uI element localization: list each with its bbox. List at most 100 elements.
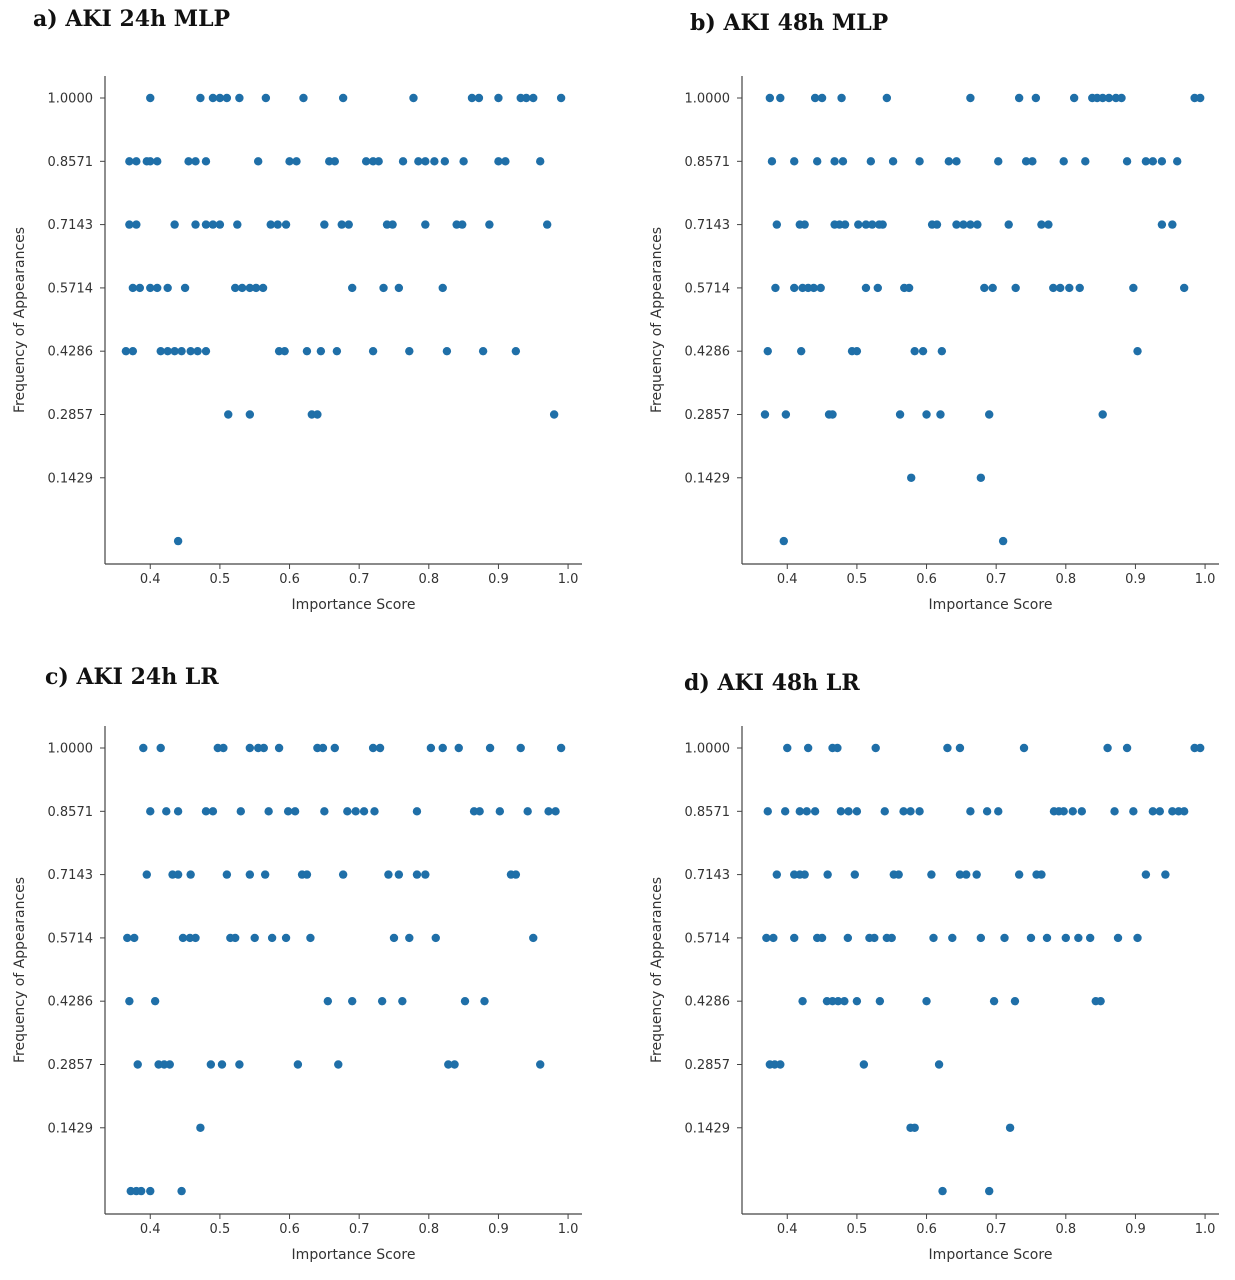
- data-point: [1081, 157, 1090, 166]
- data-point: [866, 157, 876, 166]
- y-tick-label: 1.0000: [48, 742, 94, 757]
- data-point: [177, 346, 186, 356]
- data-point: [132, 157, 141, 166]
- data-point: [998, 536, 1008, 546]
- data-point: [1074, 933, 1083, 943]
- data-point: [259, 743, 268, 753]
- data-point: [1113, 933, 1123, 943]
- data-point: [494, 93, 503, 103]
- data-point: [245, 283, 255, 293]
- data-point: [803, 743, 813, 753]
- data-point: [208, 220, 218, 229]
- data-point: [894, 870, 903, 879]
- y-tick-label: 0.5714: [48, 931, 94, 946]
- y-tick-label: 0.8571: [685, 155, 731, 170]
- data-point: [306, 933, 315, 943]
- y-axis-label: Frequency of Appearances: [649, 227, 665, 413]
- data-point: [556, 743, 566, 753]
- data-point: [330, 743, 339, 753]
- data-point: [985, 410, 994, 419]
- data-point: [962, 870, 971, 879]
- data-point: [772, 870, 782, 879]
- data-point: [191, 157, 200, 166]
- data-point: [1141, 870, 1151, 879]
- data-point: [910, 346, 919, 356]
- data-point: [988, 283, 997, 293]
- data-point: [201, 807, 211, 816]
- x-tick-label: 0.6: [916, 1222, 937, 1237]
- data-point: [398, 157, 408, 166]
- data-point: [217, 1060, 227, 1069]
- data-point: [438, 283, 447, 293]
- x-tick-label: 0.6: [279, 1222, 300, 1237]
- data-point: [222, 870, 232, 879]
- data-point: [915, 807, 924, 816]
- x-tick-label: 0.4: [140, 572, 161, 587]
- data-point: [536, 1060, 545, 1069]
- data-point: [830, 157, 839, 166]
- data-point: [146, 283, 155, 293]
- y-tick-label: 0.1429: [48, 1121, 94, 1136]
- data-point: [177, 1186, 186, 1196]
- data-point: [817, 93, 827, 103]
- data-point: [882, 93, 892, 103]
- data-point: [523, 807, 532, 816]
- data-point: [459, 157, 468, 166]
- data-point: [1103, 743, 1112, 753]
- data-point: [245, 743, 255, 753]
- data-point: [810, 807, 820, 816]
- data-point: [334, 1060, 343, 1069]
- data-point: [426, 743, 436, 753]
- data-point: [133, 1060, 142, 1069]
- data-point: [150, 996, 160, 1006]
- data-point: [384, 870, 393, 879]
- x-tick-label: 0.7: [986, 572, 1007, 587]
- data-point: [173, 870, 183, 879]
- x-tick-label: 0.5: [210, 1222, 231, 1237]
- data-point: [1011, 283, 1020, 293]
- data-point: [394, 283, 404, 293]
- data-point: [810, 93, 820, 103]
- data-point: [796, 346, 806, 356]
- data-point: [1059, 807, 1068, 816]
- data-point: [222, 93, 232, 103]
- data-point: [379, 283, 388, 293]
- data-point: [511, 870, 521, 879]
- data-point: [870, 933, 879, 943]
- data-point: [966, 220, 975, 229]
- data-point: [137, 1186, 146, 1196]
- data-point: [374, 157, 383, 166]
- data-point: [128, 283, 138, 293]
- data-point: [281, 220, 291, 229]
- data-point: [1179, 807, 1189, 816]
- data-point: [125, 157, 134, 166]
- data-point: [861, 283, 871, 293]
- data-point: [412, 807, 422, 816]
- scatter-plot-b: 0.4 0.5 0.6 0.7 0.8 0.9 1.0 1.0000 0.8571 0.7143 0…: [649, 76, 1219, 613]
- scatter-plot-d: 0.4 0.5 0.6 0.7 0.8 0.9 1.0 1.0000 0.8571 0.7143 0…: [649, 726, 1219, 1263]
- data-point: [1098, 410, 1107, 419]
- data-point: [351, 807, 360, 816]
- data-point: [816, 283, 825, 293]
- data-point: [837, 93, 846, 103]
- data-point: [934, 1060, 944, 1069]
- chart-panel-b: b) AKI 48h MLP 0.4 0.5 0.6 0.7 0.8 0.9 1.0 1.00…: [637, 0, 1235, 620]
- data-point: [236, 807, 245, 816]
- data-point: [763, 346, 772, 356]
- data-point: [838, 157, 848, 166]
- data-point: [421, 870, 430, 879]
- data-point: [444, 1060, 453, 1069]
- data-point: [208, 93, 218, 103]
- data-point: [215, 93, 225, 103]
- data-point: [348, 996, 357, 1006]
- data-point: [1195, 93, 1205, 103]
- data-point: [800, 220, 809, 229]
- x-tick-label: 0.8: [1055, 572, 1076, 587]
- data-point: [235, 93, 244, 103]
- data-point: [972, 870, 981, 879]
- y-tick-label: 0.4286: [685, 345, 731, 360]
- data-point: [414, 157, 423, 166]
- data-point: [430, 157, 439, 166]
- data-point: [985, 1186, 994, 1196]
- data-point: [1195, 743, 1205, 753]
